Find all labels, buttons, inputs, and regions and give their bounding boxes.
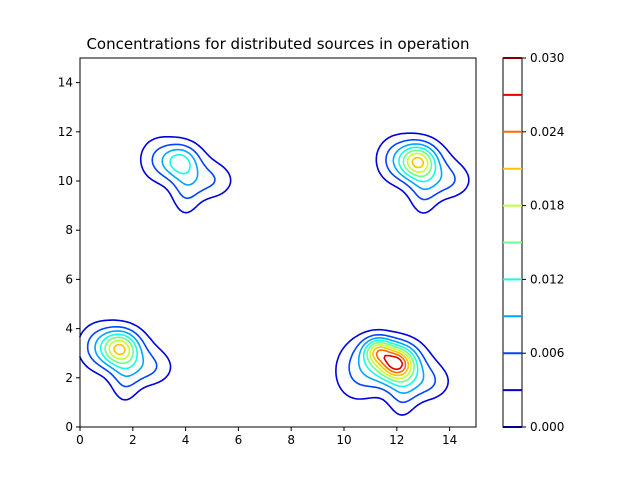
y-tick-label: 0 <box>65 420 73 434</box>
contour-level-7 <box>375 349 407 374</box>
plot-area <box>80 58 476 427</box>
y-tick-label: 14 <box>58 76 73 90</box>
contour-level-0 <box>79 132 470 416</box>
y-tick-label: 4 <box>65 322 73 336</box>
x-tick-label: 14 <box>442 433 457 447</box>
contour-level-1 <box>86 139 456 404</box>
colorbar-tick-label: 0.006 <box>530 346 564 360</box>
x-tick-label: 12 <box>389 433 404 447</box>
colorbar-tick-label: 0.018 <box>530 199 564 213</box>
y-tick-label: 6 <box>65 272 73 286</box>
colorbar-tick-label: 0.030 <box>530 51 564 65</box>
contour-level-6 <box>113 156 425 377</box>
y-axis: 0 2 4 6 8 10 12 14 <box>58 76 80 434</box>
x-tick-label: 10 <box>336 433 351 447</box>
contour-level-2 <box>94 143 443 394</box>
x-tick-label: 6 <box>235 433 243 447</box>
colorbar-tick-label: 0.000 <box>530 420 564 434</box>
y-tick-label: 10 <box>58 174 73 188</box>
x-tick-label: 2 <box>129 433 137 447</box>
colorbar-tick-label: 0.012 <box>530 272 564 286</box>
y-tick-label: 12 <box>58 125 73 139</box>
y-tick-label: 2 <box>65 371 73 385</box>
contour-lines <box>79 132 470 416</box>
x-tick-label: 4 <box>182 433 190 447</box>
colorbar-tick-label: 0.024 <box>530 125 564 139</box>
plot-frame <box>79 57 477 428</box>
chart-title: Concentrations for distributed sources i… <box>86 35 469 53</box>
contour-level-4 <box>104 149 433 383</box>
contour-level-5 <box>108 152 429 380</box>
y-tick-label: 8 <box>65 223 73 237</box>
x-axis: 0 2 4 6 8 10 12 14 <box>76 427 457 447</box>
x-tick-label: 8 <box>287 433 295 447</box>
x-tick-label: 0 <box>76 433 84 447</box>
colorbar: 0.000 0.006 0.012 0.018 0.024 0.030 <box>502 51 564 434</box>
contour-level-3 <box>99 146 437 388</box>
contour-level-8 <box>383 354 403 371</box>
